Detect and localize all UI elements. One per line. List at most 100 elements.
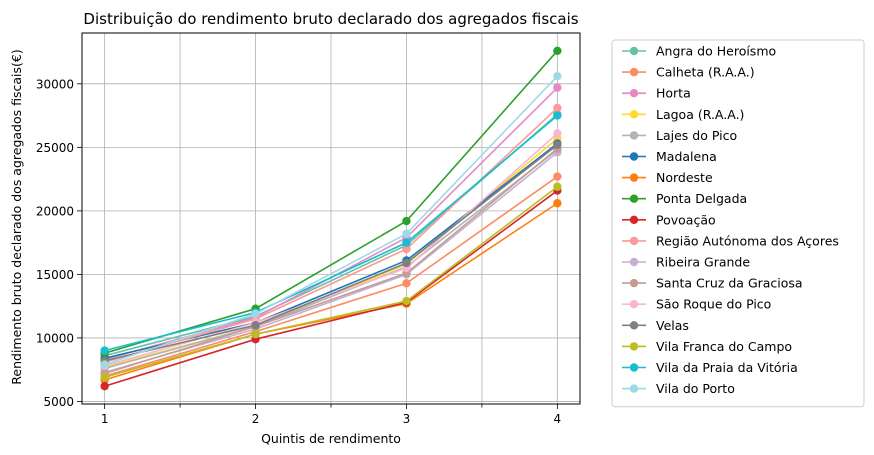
series-lines (100, 46, 562, 391)
legend-label: Povoação (656, 212, 716, 227)
legend-item: Calheta (R.A.A.) (622, 65, 755, 80)
legend-swatch-marker (629, 384, 639, 393)
series-line (104, 148, 558, 375)
legend-swatch-marker (629, 215, 639, 224)
data-point (553, 103, 562, 113)
legend-swatch-marker (629, 173, 639, 182)
legend-item: Vila Franca do Campo (622, 339, 792, 354)
legend-item: Horta (622, 86, 691, 101)
data-point (251, 309, 260, 318)
data-point (100, 382, 109, 391)
legend-item: Lajes do Pico (622, 128, 737, 143)
legend-item: Ponta Delgada (622, 191, 747, 206)
legend-swatch-marker (629, 110, 639, 119)
legend-label: Ponta Delgada (656, 191, 747, 206)
data-point (553, 129, 562, 138)
legend-swatch-marker (629, 152, 639, 161)
data-point (402, 279, 411, 288)
legend-label: Ribeira Grande (656, 255, 750, 270)
series (100, 182, 562, 382)
y-tick-label: 15000 (36, 268, 74, 282)
legend-label: Angra do Heroísmo (656, 44, 776, 59)
legend-swatch-marker (629, 131, 639, 140)
series (100, 71, 562, 369)
grid-lines (82, 33, 580, 404)
y-tick-label: 5000 (43, 395, 74, 409)
series-line (104, 186, 558, 379)
legend-swatch-marker (629, 236, 639, 246)
data-point (553, 46, 562, 55)
data-point (553, 172, 562, 181)
legend-label: Santa Cruz da Graciosa (656, 276, 803, 291)
legend-swatch-marker (629, 89, 639, 98)
data-point (402, 296, 411, 306)
legend-label: Velas (656, 318, 689, 333)
legend-label: São Roque do Pico (656, 297, 771, 312)
legend-box (611, 39, 865, 408)
series-line (104, 189, 558, 387)
legend-label: Calheta (R.A.A.) (656, 65, 755, 80)
data-point (402, 229, 411, 238)
legend-swatch-marker (629, 300, 639, 309)
data-point (553, 111, 562, 120)
legend-swatch-marker (629, 194, 639, 203)
series-line (104, 202, 558, 381)
legend-label: Região Autónoma dos Açores (656, 233, 839, 248)
legend-item: Vila do Porto (622, 381, 735, 396)
legend-item: Nordeste (622, 170, 713, 185)
series-line (104, 132, 558, 367)
series-line (104, 149, 558, 370)
y-tick-label: 25000 (36, 141, 74, 155)
legend-item: Angra do Heroísmo (622, 44, 776, 59)
legend-label: Vila da Praia da Vitória (656, 360, 798, 375)
legend-item: Povoação (622, 212, 716, 227)
x-tick-label: 1 (101, 412, 109, 426)
x-tick-label: 4 (554, 412, 562, 426)
legend-item: Velas (622, 318, 689, 333)
legend-label: Vila do Porto (656, 381, 735, 396)
legend-label: Madalena (656, 149, 717, 164)
legend-item: Vila da Praia da Vitória (622, 360, 798, 375)
data-point (251, 321, 260, 330)
series-line (104, 144, 558, 362)
data-point (402, 244, 411, 254)
x-axis-label: Quintis de rendimento (261, 431, 401, 446)
legend: Angra do Heroísmo Calheta (R.A.A.) Horta La… (611, 39, 865, 408)
legend-label: Horta (656, 86, 691, 101)
legend-item: Ribeira Grande (622, 255, 750, 270)
data-point (402, 216, 411, 226)
legend-swatch-marker (629, 278, 639, 288)
chart-title: Distribuição do rendimento bruto declara… (83, 10, 578, 28)
data-point (553, 140, 562, 150)
legend-swatch-marker (629, 342, 639, 351)
legend-swatch-marker (629, 257, 639, 267)
legend-item: São Roque do Pico (622, 297, 771, 312)
data-point (402, 238, 411, 247)
data-point (402, 258, 411, 268)
data-point (553, 71, 562, 81)
legend-label: Lagoa (R.A.A.) (656, 107, 744, 122)
legend-item: Madalena (622, 149, 717, 164)
legend-item: Lagoa (R.A.A.) (622, 107, 744, 122)
legend-item: Santa Cruz da Graciosa (622, 276, 803, 291)
legend-swatch-marker (629, 363, 639, 372)
data-point (100, 360, 109, 369)
data-point (553, 199, 562, 208)
y-tick-label: 20000 (36, 204, 74, 218)
data-point (251, 329, 260, 339)
axis-ticks: 1 2 3 4 5000 10000 15000 20000 25000 30000 (36, 77, 561, 426)
legend-item: Região Autónoma dos Açores (622, 233, 839, 248)
legend-label: Vila Franca do Campo (656, 339, 792, 354)
y-tick-label: 10000 (36, 331, 74, 345)
series-line (104, 75, 558, 366)
data-point (553, 182, 562, 191)
data-point (100, 373, 109, 382)
legend-label: Nordeste (656, 170, 713, 185)
legend-swatch-marker (629, 67, 639, 77)
data-point (100, 346, 109, 355)
y-axis-label: Rendimento bruto declarado dos agregados… (9, 49, 24, 384)
legend-swatch-marker (629, 321, 639, 330)
legend-label: Lajes do Pico (656, 128, 737, 143)
y-tick-label: 30000 (36, 77, 74, 91)
